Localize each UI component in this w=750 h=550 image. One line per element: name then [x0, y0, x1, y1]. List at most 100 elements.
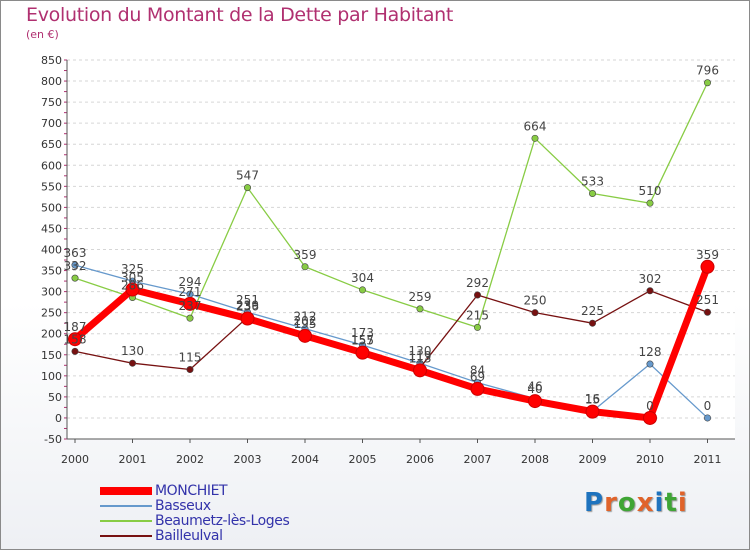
y-tick-label: 150 [41, 349, 62, 362]
data-label: 130 [409, 344, 432, 358]
x-tick-label: 2000 [61, 453, 89, 466]
data-point [703, 308, 711, 316]
data-label: 0 [704, 399, 712, 413]
data-label: 157 [351, 333, 374, 347]
logo-letter: i [677, 488, 688, 518]
x-tick-label: 2010 [636, 453, 664, 466]
y-tick-label: 700 [41, 117, 62, 130]
data-label: 236 [236, 300, 259, 314]
data-label: 128 [639, 345, 662, 359]
data-point [643, 410, 657, 425]
data-label: 158 [64, 332, 87, 346]
logo-letter: o [617, 488, 637, 518]
plot-area [67, 60, 735, 439]
y-tick-label: 100 [41, 370, 62, 383]
data-label: 533 [581, 174, 604, 188]
data-label: 46 [527, 380, 542, 394]
x-tick-label: 2009 [579, 453, 607, 466]
data-point [244, 184, 252, 192]
legend-item: Basseux [100, 498, 360, 514]
data-label: 286 [121, 279, 144, 293]
data-label: 359 [294, 248, 317, 262]
legend: MONCHIET Basseux Beaumetz-lès-Loges Bailleu… [100, 483, 360, 544]
logo-letter: P [584, 488, 605, 518]
series-line-beaumetz-l-s-loges [74, 82, 709, 329]
y-tick-label: -50 [44, 433, 62, 446]
data-point [71, 347, 79, 355]
data-point [129, 359, 137, 367]
y-tick-label: 400 [41, 244, 62, 257]
data-point [416, 305, 424, 313]
data-point [473, 291, 481, 299]
legend-swatch [100, 520, 152, 522]
logo-letter: x [636, 488, 655, 518]
data-point [298, 328, 312, 343]
data-point [585, 404, 600, 419]
data-label: 251 [696, 293, 719, 307]
data-label: 0 [646, 399, 654, 413]
data-label: 215 [466, 308, 489, 322]
data-label: 212 [294, 310, 317, 324]
data-label: 547 [236, 169, 259, 183]
unit-label: (en €) [26, 28, 59, 41]
y-tick-label: 550 [41, 180, 62, 193]
logo-letter: i [654, 488, 665, 518]
legend-item: Beaumetz-lès-Loges [100, 513, 360, 529]
data-point [703, 414, 711, 422]
x-tick-label: 2011 [694, 453, 722, 466]
data-label: 305 [121, 271, 144, 285]
legend-swatch [100, 505, 152, 507]
data-point [646, 287, 654, 295]
legend-swatch [100, 535, 152, 537]
data-label: 239 [236, 298, 259, 312]
data-label: 225 [581, 304, 604, 318]
y-tick-label: 350 [41, 265, 62, 278]
data-point [358, 286, 366, 294]
data-label: 510 [639, 184, 662, 198]
data-label: 332 [64, 259, 87, 273]
x-tick-label: 2006 [406, 453, 434, 466]
data-point [71, 274, 79, 282]
x-tick-label: 2001 [119, 453, 147, 466]
data-point [531, 134, 539, 142]
x-tick-label: 2003 [234, 453, 262, 466]
data-label: 84 [470, 364, 485, 378]
data-label: 195 [294, 317, 317, 331]
data-label: 40 [527, 382, 542, 396]
data-point [470, 381, 485, 396]
y-tick-label: 600 [41, 159, 62, 172]
data-point [588, 189, 596, 197]
data-point [473, 323, 481, 331]
data-label: 16 [585, 392, 600, 406]
data-point [413, 363, 427, 378]
data-label: 664 [524, 119, 547, 133]
legend-item: MONCHIET [100, 483, 360, 499]
data-label: 187 [64, 320, 87, 334]
data-label: 325 [121, 262, 144, 276]
logo-letter: r [604, 488, 618, 518]
x-tick-label: 2002 [176, 453, 204, 466]
chart-title: Evolution du Montant de la Dette par Hab… [26, 4, 454, 26]
y-tick-label: 50 [48, 391, 62, 404]
data-label: 173 [351, 326, 374, 340]
data-point [186, 314, 194, 322]
data-label: 69 [470, 370, 485, 384]
x-tick-label: 2008 [521, 453, 549, 466]
data-point [646, 360, 654, 368]
y-tick-label: 850 [41, 54, 62, 67]
data-point [71, 261, 79, 269]
x-tick-label: 2004 [291, 453, 319, 466]
series-line-basseux [74, 264, 709, 419]
data-label: 292 [466, 276, 489, 290]
y-tick-label: 500 [41, 201, 62, 214]
data-point [183, 296, 197, 311]
data-point [700, 259, 715, 274]
y-tick-label: 250 [41, 307, 62, 320]
data-label: 155 [351, 334, 374, 348]
y-tick-label: 800 [41, 75, 62, 88]
data-point [240, 311, 255, 326]
y-tick-label: 300 [41, 286, 62, 299]
data-label: 359 [696, 248, 719, 262]
y-tick-label: 0 [55, 412, 62, 425]
data-label: 796 [696, 64, 719, 78]
